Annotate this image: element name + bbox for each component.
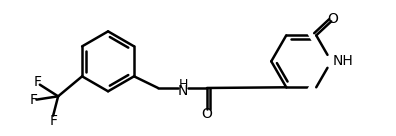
- Text: F: F: [49, 114, 57, 128]
- Text: N: N: [178, 84, 188, 98]
- Text: O: O: [327, 12, 338, 26]
- Text: H: H: [178, 78, 188, 91]
- Text: O: O: [202, 107, 212, 121]
- Text: F: F: [34, 75, 42, 89]
- Text: NH: NH: [333, 54, 354, 68]
- Text: F: F: [29, 93, 37, 107]
